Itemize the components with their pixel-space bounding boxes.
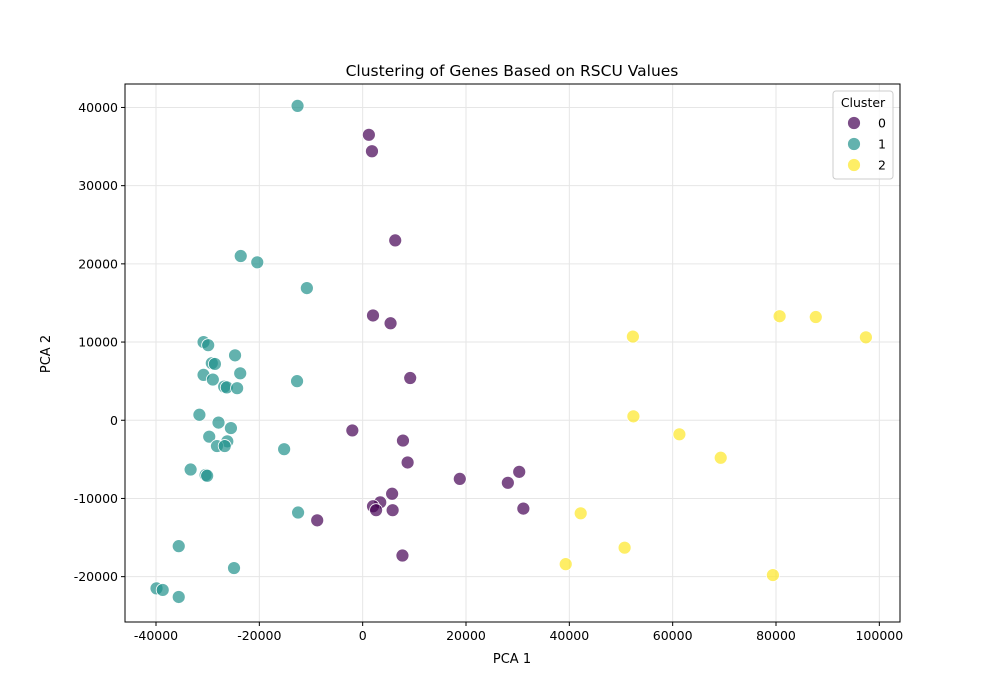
legend-entries: 0 1 2 (847, 116, 886, 173)
x-axis-label: PCA 1 (493, 652, 531, 667)
x-tick-label: 100000 (855, 628, 903, 643)
x-tick-label: -20000 (237, 628, 281, 643)
data-point-cluster-1 (171, 539, 186, 554)
legend-label-2: 2 (878, 158, 886, 173)
legend-label-0: 0 (878, 116, 886, 131)
plot-frame (124, 83, 901, 623)
grid-lines (125, 84, 900, 622)
data-point-cluster-1 (207, 357, 222, 371)
x-tick-label: 0 (359, 628, 367, 643)
data-point-cluster-2 (617, 540, 632, 555)
data-point-cluster-2 (672, 427, 687, 442)
chart-title: Clustering of Genes Based on RSCU Values (346, 62, 679, 80)
data-point-cluster-2 (626, 409, 641, 424)
data-point-cluster-0 (395, 548, 410, 563)
data-point-cluster-0 (400, 455, 415, 470)
data-points (149, 98, 873, 604)
data-point-cluster-0 (361, 127, 376, 142)
x-tick-label: 80000 (756, 628, 796, 643)
legend: Cluster 0 1 2 (832, 90, 894, 180)
axis-ticks: -40000 -20000 0 20000 40000 60000 80000 100000-… (74, 100, 904, 643)
data-point-cluster-2 (713, 450, 728, 465)
legend-title: Cluster (841, 95, 886, 110)
y-tick-label: -20000 (74, 569, 118, 584)
data-point-cluster-1 (200, 468, 215, 483)
data-point-cluster-1 (290, 98, 305, 113)
data-point-cluster-1 (230, 381, 245, 396)
data-point-cluster-1 (250, 255, 265, 270)
data-point-cluster-1 (183, 462, 198, 477)
data-point-cluster-1 (192, 407, 207, 422)
x-tick-label: 60000 (653, 628, 693, 643)
data-point-cluster-0 (310, 513, 325, 528)
data-point-cluster-1 (290, 374, 304, 389)
x-tick-label: 40000 (549, 628, 589, 643)
x-tick-label: -40000 (134, 628, 178, 643)
data-point-cluster-1 (155, 583, 170, 597)
data-point-cluster-1 (228, 348, 242, 363)
data-point-cluster-1 (277, 442, 292, 457)
legend-frame (832, 90, 894, 180)
data-point-cluster-0 (366, 308, 380, 323)
data-point-cluster-0 (383, 316, 398, 331)
legend-marker-1 (847, 137, 861, 151)
data-point-cluster-0 (396, 433, 410, 448)
data-point-cluster-1 (233, 366, 248, 381)
data-point-cluster-1 (291, 505, 305, 520)
data-point-cluster-1 (233, 249, 248, 263)
data-point-cluster-0 (365, 144, 379, 159)
legend-label-1: 1 (878, 137, 886, 152)
y-tick-label: 40000 (78, 100, 118, 115)
data-point-cluster-2 (772, 309, 787, 324)
data-point-cluster-0 (388, 233, 403, 248)
data-point-cluster-0 (385, 486, 400, 501)
y-tick-label: -10000 (74, 491, 118, 506)
data-point-cluster-0 (512, 464, 527, 479)
data-point-cluster-1 (227, 561, 241, 575)
legend-marker-0 (847, 116, 861, 130)
y-tick-label: 20000 (78, 256, 118, 271)
y-tick-label: 0 (110, 413, 118, 428)
y-tick-label: 10000 (78, 335, 118, 350)
data-point-cluster-1 (224, 421, 238, 435)
data-point-cluster-2 (766, 568, 780, 582)
data-point-cluster-0 (500, 475, 515, 490)
y-axis-label: PCA 2 (39, 335, 54, 373)
data-point-cluster-0 (403, 371, 418, 385)
data-point-cluster-0 (345, 423, 360, 438)
data-point-cluster-2 (573, 506, 588, 521)
data-point-cluster-1 (171, 590, 186, 604)
y-tick-label: 30000 (78, 178, 118, 193)
data-point-cluster-2 (558, 557, 573, 572)
data-point-cluster-2 (808, 310, 823, 324)
data-point-cluster-0 (516, 501, 531, 516)
x-tick-label: 20000 (446, 628, 486, 643)
data-point-cluster-1 (217, 439, 232, 453)
legend-marker-2 (847, 158, 861, 172)
data-point-cluster-1 (211, 415, 226, 430)
data-point-cluster-0 (385, 503, 400, 518)
data-point-cluster-1 (202, 429, 217, 444)
data-point-cluster-2 (625, 329, 640, 344)
data-point-cluster-1 (201, 338, 216, 353)
data-point-cluster-0 (369, 503, 384, 518)
data-point-cluster-0 (452, 471, 467, 486)
data-point-cluster-2 (859, 330, 873, 345)
data-point-cluster-1 (205, 372, 220, 387)
data-point-cluster-1 (299, 281, 314, 295)
